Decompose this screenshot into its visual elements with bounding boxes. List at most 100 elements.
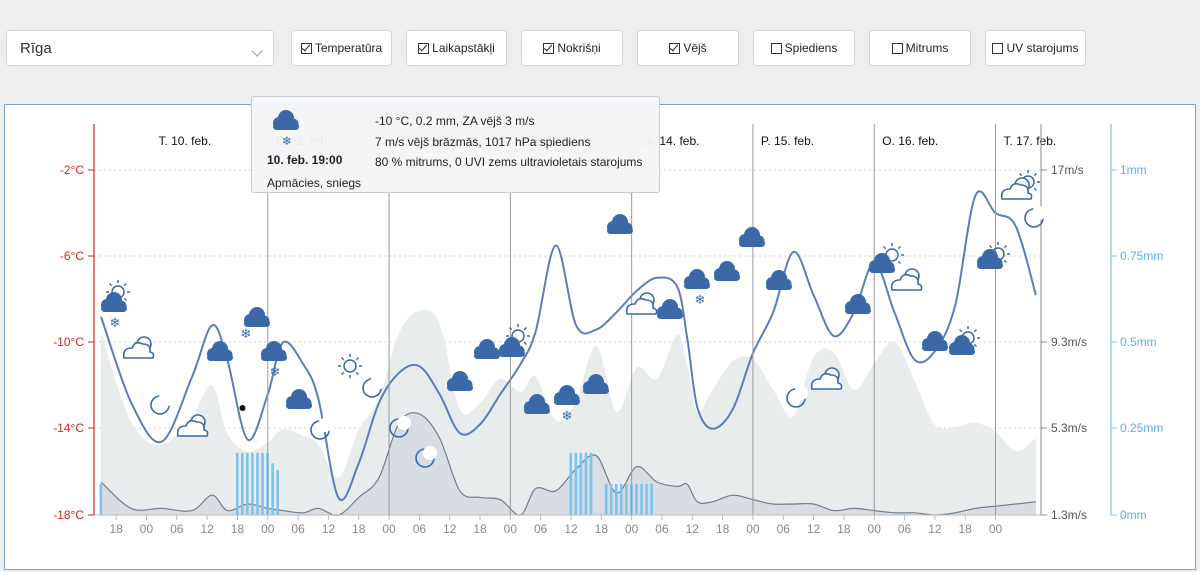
hour-tick-label-1: 00 (140, 522, 154, 536)
moon-cloud-icon (810, 367, 843, 390)
cloud-icon (657, 299, 683, 319)
temp-tick-label-0: -2°C (60, 163, 84, 177)
hour-tick-label-18: 06 (655, 522, 669, 536)
tooltip-date: 10. feb. 19:00 (267, 153, 343, 167)
snowflake-icon: ❄ (110, 316, 121, 331)
moon-icon (150, 393, 172, 415)
hour-tick-label-21: 00 (746, 522, 760, 536)
precip-bar-22 (640, 483, 643, 515)
moon-icon (310, 418, 332, 440)
hour-tick-label-28: 18 (959, 522, 973, 536)
snowflake-icon: ❄ (270, 365, 281, 380)
precip-tick-label-1: 0.75mm (1120, 249, 1163, 263)
cloud-icon (474, 339, 500, 359)
checkbox-pressure[interactable] (770, 42, 782, 54)
checkbox-temperature[interactable] (300, 42, 312, 54)
cloud-icon (261, 341, 287, 361)
weather-icons: ❄ ❄ ❄ ❄ ❄ (101, 170, 1046, 468)
toggle-uv[interactable]: UV starojums (985, 30, 1086, 66)
hour-tick-label-16: 18 (595, 522, 609, 536)
hour-tick-label-11: 12 (443, 522, 457, 536)
hour-tick-label-23: 12 (807, 522, 821, 536)
toggle-humidity[interactable]: Mitrums (869, 30, 971, 66)
moon-icon (415, 446, 437, 468)
precip-bar-10 (569, 452, 573, 515)
cloud-icon (739, 227, 765, 247)
hour-tick-label-27: 12 (928, 522, 942, 536)
tooltip-line-2: 7 m/s vējš brāzmās, 1017 hPa spiediens (375, 135, 591, 149)
precip-bar-11 (574, 452, 578, 515)
cloud-icon (949, 335, 975, 355)
hour-tick-label-3: 12 (200, 522, 214, 536)
toggle-temperature[interactable]: Temperatūra (291, 30, 392, 66)
moon-cloud-icon (122, 336, 155, 359)
snowflake-icon: ❄ (562, 409, 573, 424)
chart-axes: -2°C -6°C -10°C -14°C -18°C 17m/s 9.3m/s 5.3m/s… (53, 124, 1163, 536)
toggle-humidity-label: Mitrums (905, 41, 949, 55)
cloud-icon (244, 307, 270, 327)
hover-point (239, 405, 246, 411)
hour-tick-label-26: 06 (898, 522, 912, 536)
day-label-7: T. 17. feb. (1004, 134, 1057, 148)
wind-tick-label-2: 5.3m/s (1051, 421, 1087, 435)
precip-bar-13 (584, 452, 588, 515)
hour-tick-label-13: 00 (504, 522, 518, 536)
toggle-pressure-label: Spiediens (784, 41, 838, 55)
checkbox-precipitation[interactable] (543, 42, 555, 54)
cloud-icon (684, 269, 710, 289)
precip-bar-4 (251, 452, 254, 515)
cloud-icon (977, 249, 1003, 269)
checkbox-wind[interactable] (669, 42, 681, 54)
moon-icon (786, 386, 808, 408)
toggle-temperature-label: Temperatūra (314, 41, 383, 55)
precip-bar-23 (645, 483, 648, 515)
temp-tick-label-2: -10°C (53, 335, 84, 349)
moon-cloud-icon (890, 268, 923, 291)
wind-tick-label-0: 17m/s (1051, 163, 1084, 177)
precip-bar-8 (271, 463, 274, 515)
sun-icon (338, 354, 362, 378)
precip-bar-14 (589, 452, 593, 515)
tooltip-line-3: 80 % mitrums, 0 UVI zems ultravioletais … (375, 155, 643, 169)
toggle-conditions[interactable]: Laikapstākļi (406, 30, 507, 66)
toolbar: Rīga Temperatūra Laikapstākļi Nokrišņi V… (0, 0, 1200, 100)
hour-tick-label-20: 18 (716, 522, 730, 536)
cloud-icon (286, 389, 312, 409)
cloud-icon (499, 337, 525, 357)
hour-tick-label-29: 00 (989, 522, 1003, 536)
toggle-pressure[interactable]: Spiediens (753, 30, 855, 66)
hour-tick-label-2: 06 (170, 522, 184, 536)
toggle-precipitation[interactable]: Nokrišņi (521, 30, 623, 66)
precip-bar-0 (99, 483, 103, 515)
checkbox-conditions[interactable] (418, 42, 430, 54)
precip-tick-label-2: 0.5mm (1120, 335, 1157, 349)
precip-bar-12 (579, 452, 583, 515)
precip-bar-6 (261, 452, 264, 515)
tooltip-line-1: -10 °C, 0.2 mm, ZA vējš 3 m/s (375, 114, 535, 128)
cloud-icon (524, 394, 550, 414)
hour-tick-label-0: 18 (109, 522, 123, 536)
moon-cloud-icon (625, 292, 658, 315)
precip-tick-label-4: 0mm (1120, 508, 1147, 522)
precip-tick-label-3: 0.25mm (1120, 421, 1163, 435)
precip-bar-16 (609, 483, 613, 515)
precip-bar-3 (246, 452, 249, 515)
cloud-icon (101, 292, 127, 312)
checkbox-humidity[interactable] (891, 42, 903, 54)
temp-tick-label-1: -6°C (60, 249, 84, 263)
tooltip: ❄ 10. feb. 19:00 Apmācies, sniegs -10 °C… (251, 96, 660, 193)
hour-tick-label-25: 00 (868, 522, 882, 536)
cloud-icon (869, 253, 895, 273)
toggle-wind[interactable]: Vējš (637, 30, 739, 66)
tooltip-condition: Apmācies, sniegs (267, 176, 362, 190)
checkbox-uv[interactable] (992, 42, 1004, 54)
precip-bar-18 (620, 483, 623, 515)
wind-tick-label-3: 1.3m/s (1051, 508, 1087, 522)
day-label-6: O. 16. feb. (882, 134, 938, 148)
toggle-precipitation-label: Nokrišņi (557, 41, 601, 55)
temp-tick-label-4: -18°C (53, 508, 84, 522)
cloud-icon (554, 385, 580, 405)
city-select[interactable]: Rīga (6, 30, 274, 66)
hour-tick-label-4: 18 (231, 522, 245, 536)
